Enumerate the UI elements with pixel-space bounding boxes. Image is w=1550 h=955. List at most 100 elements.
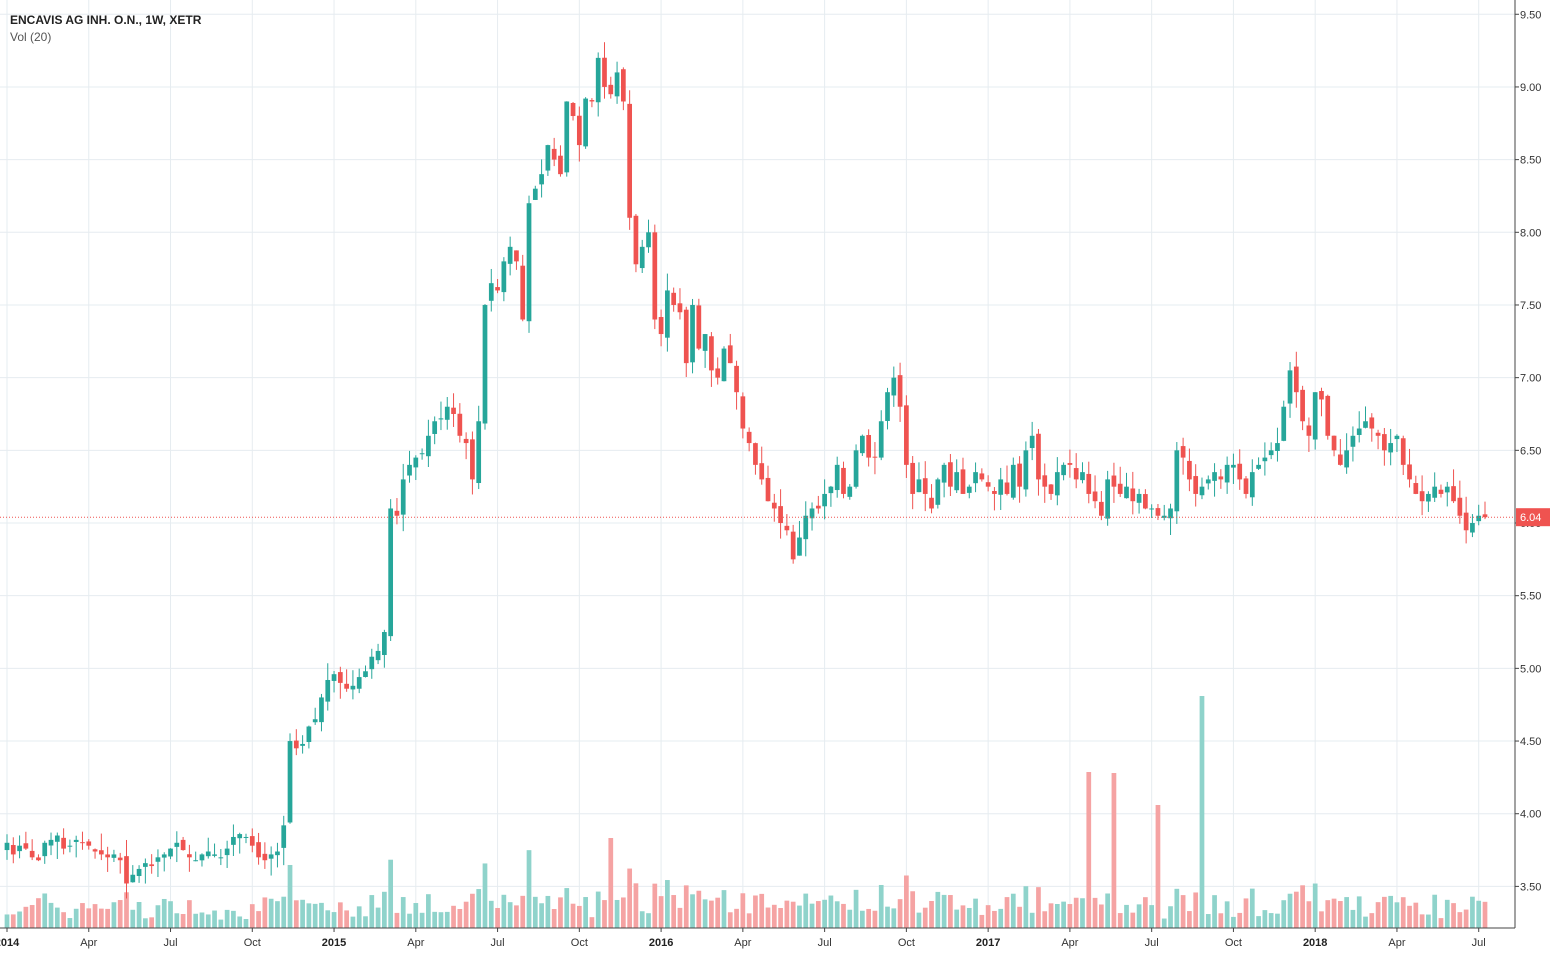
volume-bar: [1010, 893, 1016, 928]
volume-bar: [828, 895, 834, 928]
candle-body: [1268, 450, 1274, 456]
volume-bar: [627, 868, 633, 928]
volume-bar: [897, 899, 903, 928]
volume-bar: [444, 911, 450, 928]
price-tick-label: 9.50: [1520, 9, 1541, 21]
candle-body: [721, 348, 727, 382]
candle-body: [130, 874, 136, 883]
candle-body: [1394, 435, 1400, 440]
time-tick-label: Jul: [163, 937, 177, 949]
volume-bar: [1130, 912, 1136, 928]
candle-body: [1130, 488, 1136, 502]
candle-body: [451, 407, 456, 414]
volume-bar: [48, 902, 54, 928]
candle-body: [281, 825, 287, 848]
volume-bar: [683, 885, 689, 928]
volume-bar: [885, 906, 890, 928]
candle-body: [17, 845, 22, 852]
candle-body: [954, 472, 960, 491]
candle-body: [696, 305, 702, 349]
candle-body: [665, 290, 670, 338]
time-tick-label: Oct: [244, 937, 261, 949]
candle-body: [564, 101, 570, 173]
candle-body: [916, 479, 922, 493]
candle-body: [1482, 514, 1488, 518]
candle-body: [1105, 479, 1110, 519]
candle-body: [306, 726, 312, 743]
candle-body: [187, 854, 192, 858]
candle-body: [859, 435, 865, 454]
volume-bar: [866, 908, 872, 928]
candle-body: [1281, 406, 1287, 441]
volume-bar: [319, 902, 324, 928]
candle-body: [1432, 486, 1438, 498]
candle-body: [1124, 486, 1129, 499]
candle-body: [979, 473, 985, 480]
volume-bar: [1155, 805, 1161, 928]
volume-bar: [1149, 905, 1155, 928]
candle-body: [998, 479, 1004, 495]
candle-body: [1237, 463, 1243, 480]
volume-bar: [652, 883, 658, 928]
candle-body: [382, 632, 387, 656]
volume-bar: [1293, 891, 1299, 928]
candle-body: [551, 148, 557, 160]
candle-body: [1023, 450, 1029, 490]
candle-body: [1382, 434, 1387, 451]
volume-bar: [1231, 916, 1236, 928]
candle-body: [671, 292, 677, 305]
candle-body: [407, 464, 412, 476]
volume-bar: [363, 916, 368, 928]
volume-bar: [1312, 883, 1318, 928]
volume-bar: [998, 908, 1004, 928]
candle-body: [155, 857, 161, 862]
candle-body: [627, 103, 633, 218]
volume-bar: [1124, 904, 1129, 928]
volume-bar: [80, 903, 85, 928]
candle-body: [224, 848, 230, 856]
candle-body: [507, 246, 513, 264]
candle-body: [1287, 370, 1293, 404]
volume-bar: [130, 909, 136, 928]
candle-body: [4, 842, 10, 851]
chart-legend: ENCAVIS AG INH. O.N., 1W, XETR Vol (20): [10, 12, 201, 46]
volume-bar: [1363, 916, 1368, 928]
candle-body: [1174, 450, 1180, 512]
volume-bar: [249, 904, 255, 928]
volume-bar: [1054, 904, 1060, 928]
volume-bar: [105, 908, 110, 928]
candle-body: [1010, 464, 1016, 498]
candle-body: [1231, 464, 1236, 468]
candle-body: [319, 697, 324, 723]
candle-body: [608, 84, 614, 95]
candle-body: [325, 679, 331, 702]
volume-bar: [168, 901, 173, 928]
volume-bar: [815, 901, 821, 928]
volume-bar: [256, 911, 261, 928]
candle-body: [501, 261, 507, 293]
candle-body: [149, 864, 155, 867]
volume-bar: [570, 903, 576, 928]
candle-body: [935, 479, 941, 505]
volume-bar: [551, 909, 557, 928]
volume-bar: [1394, 902, 1400, 928]
candle-body: [790, 531, 796, 560]
candle-body: [337, 672, 343, 683]
volume-bar: [671, 895, 677, 928]
volume-bar: [771, 904, 777, 928]
candle-body: [54, 835, 60, 842]
volume-bar: [702, 899, 708, 928]
candle-body: [42, 842, 48, 857]
candle-body: [457, 413, 463, 436]
candle-body: [1187, 460, 1192, 480]
time-tick-label: Apr: [80, 937, 97, 949]
volume-bar: [407, 913, 412, 928]
candle-body: [652, 232, 658, 320]
candle-body: [948, 462, 953, 487]
volume-bar: [451, 905, 456, 928]
candle-body: [1400, 438, 1406, 465]
volume-bar: [1319, 911, 1324, 928]
candle-body: [771, 502, 777, 509]
